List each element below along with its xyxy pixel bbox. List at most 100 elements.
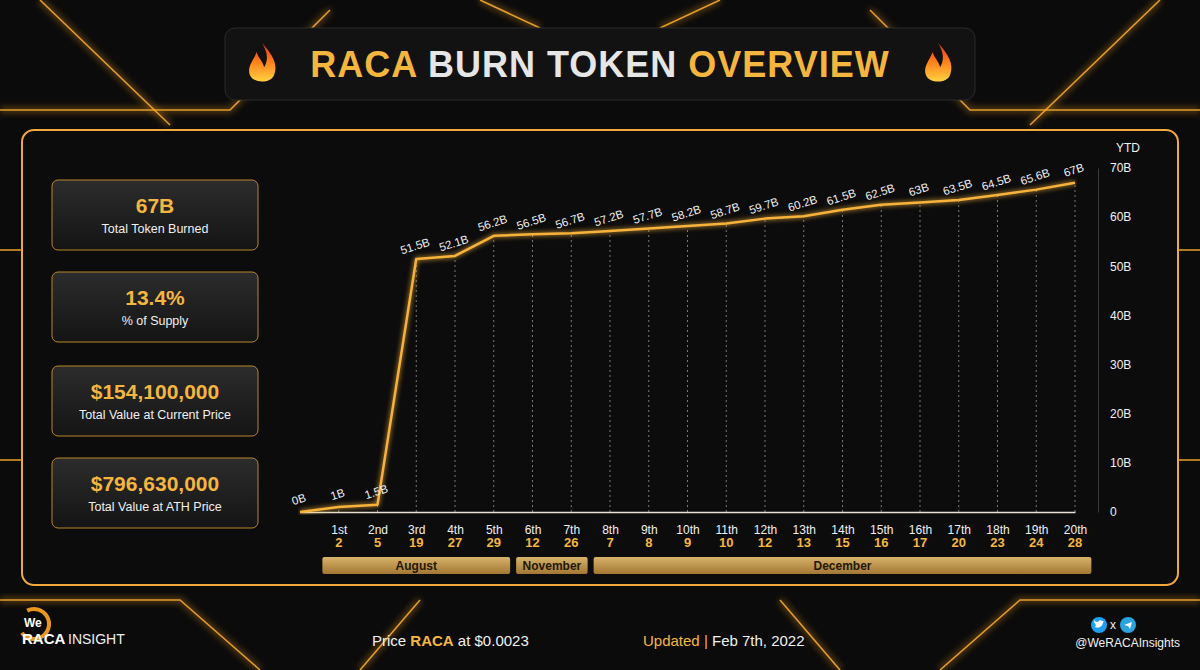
- streak: [1030, 0, 1160, 125]
- data-label: 57.2B: [593, 208, 626, 229]
- x-day-label: 5: [374, 535, 381, 550]
- x-day-label: 8: [645, 535, 652, 550]
- drop-line: [842, 210, 843, 512]
- x-day-label: 15: [835, 535, 849, 550]
- month-band: [594, 557, 1092, 574]
- y-axis-title: YTD: [1116, 141, 1140, 155]
- price-part: Price: [372, 632, 406, 649]
- x-day-label: 20: [952, 535, 966, 550]
- y-tick-label: 50B: [1110, 260, 1131, 274]
- plot-area: [300, 183, 1075, 512]
- drop-line: [803, 216, 804, 512]
- stat-box: 67B Total Token Burned: [52, 180, 258, 250]
- y-tick-label: 0: [1110, 505, 1117, 519]
- social-separator: x: [1110, 618, 1116, 632]
- stat-label: Total Token Burned: [102, 222, 209, 236]
- streak-glow: [40, 0, 170, 125]
- data-label: 1.5B: [363, 482, 390, 501]
- month-label: December: [813, 559, 871, 573]
- x-tick: 9th: [641, 512, 658, 537]
- price-part: at $0.0023: [454, 632, 529, 649]
- x-tick: 1st: [331, 512, 348, 537]
- stat-value: 67B: [136, 194, 175, 217]
- updated-text: Updated | Feb 7th, 2022: [643, 632, 805, 649]
- x-tick: 2nd: [368, 512, 388, 537]
- x-day-labels: 25192729122678910121315161720232428: [335, 535, 1082, 550]
- data-label: 60.2B: [786, 193, 819, 214]
- month-label: August: [396, 559, 437, 573]
- y-tick-label: 10B: [1110, 456, 1131, 470]
- x-day-label: 16: [874, 535, 888, 550]
- data-label: 65.6B: [1019, 166, 1052, 187]
- drop-line: [571, 233, 572, 512]
- data-label: 56.7B: [554, 210, 587, 231]
- twitter-icon: [1091, 617, 1107, 633]
- streak: [0, 249, 22, 251]
- streak: [480, 0, 540, 28]
- price-text: Price RACA at $0.0023: [372, 632, 529, 649]
- telegram-plane: [1124, 622, 1132, 629]
- x-tick: 12th: [754, 512, 777, 537]
- x-tick: 7th: [563, 512, 580, 537]
- y-tick: 0: [1098, 505, 1117, 519]
- y-tick-label: 30B: [1110, 358, 1131, 372]
- x-day-label: 12: [758, 535, 772, 550]
- twitter-bird: [1094, 620, 1104, 628]
- streak-glow: [0, 247, 22, 253]
- month-label: November: [523, 559, 582, 573]
- x-day-label: 23: [990, 535, 1004, 550]
- x-day-label: 26: [564, 535, 578, 550]
- stat-box-bg: [52, 272, 258, 342]
- data-label: 59.7B: [748, 195, 781, 216]
- x-tick: 20th: [1064, 512, 1087, 537]
- y-tick-label: 70B: [1110, 161, 1131, 175]
- stat-box-bg: [52, 366, 258, 436]
- drop-line: [920, 202, 921, 512]
- stat-label: Total Value at Current Price: [79, 408, 231, 422]
- streak-glow: [0, 457, 22, 463]
- x-day-label: 7: [606, 535, 613, 550]
- streak: [0, 600, 260, 670]
- price-part: RACA: [406, 632, 454, 649]
- stat-value: $154,100,000: [91, 380, 219, 403]
- y-tick: 30B: [1098, 358, 1131, 372]
- data-label: 57.7B: [631, 205, 664, 226]
- drop-line: [958, 200, 959, 512]
- x-tick: 10th: [676, 512, 699, 537]
- logo: WeRACAINSIGHT: [20, 607, 125, 647]
- drop-line: [493, 236, 494, 512]
- stat-value: 13.4%: [125, 286, 185, 309]
- stat-box-bg: [52, 458, 258, 528]
- drop-line: [648, 228, 649, 512]
- card-frame: [22, 130, 1178, 585]
- chart-title: RACA BURN TOKEN OVERVIEW: [310, 44, 889, 85]
- logo-raca: RACA: [22, 630, 65, 647]
- stat-box-bg: [52, 180, 258, 250]
- data-label: 61.5B: [825, 187, 858, 208]
- data-label: 64.5B: [980, 172, 1013, 193]
- streak-glow: [940, 600, 1200, 670]
- data-label: 58.7B: [709, 200, 742, 221]
- updated-part: |: [700, 632, 708, 649]
- flame-icon: [249, 43, 275, 82]
- x-day-label: 13: [797, 535, 811, 550]
- title-word: OVERVIEW: [677, 44, 889, 85]
- data-label: 63.5B: [941, 177, 974, 198]
- y-tick-label: 20B: [1110, 407, 1131, 421]
- y-tick: 40B: [1098, 309, 1131, 323]
- drop-line: [610, 231, 611, 512]
- x-tick: 5th: [486, 512, 503, 537]
- x-tick: 6th: [525, 512, 542, 537]
- x-day-label: 27: [448, 535, 462, 550]
- x-day-label: 2: [335, 535, 342, 550]
- streak: [660, 0, 720, 28]
- title-word: BURN: [417, 44, 536, 85]
- y-tick-label: 60B: [1110, 210, 1131, 224]
- streak: [940, 600, 1200, 670]
- streak-glow: [1178, 457, 1200, 463]
- x-tick: 11th: [716, 512, 738, 537]
- data-label: 62.5B: [864, 182, 897, 203]
- streak-glow: [1178, 247, 1200, 253]
- x-axis: 1st2nd3rd4th5th6th7th8th9th10th11th12th1…: [301, 512, 1088, 537]
- x-tick: 19th: [1025, 512, 1048, 537]
